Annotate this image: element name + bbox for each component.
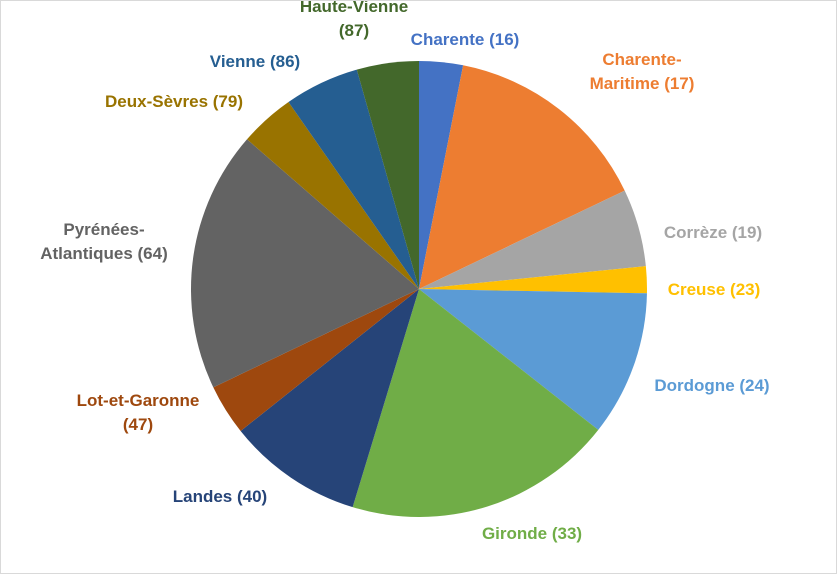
slice-label-line: Lot-et-Garonne bbox=[77, 391, 200, 410]
pie-slice bbox=[352, 289, 599, 517]
slice-labels: Charente (16) Charente- Maritime (17) Corrè… bbox=[40, 1, 769, 543]
slice-data-label: Lot-et-Garonne (47) bbox=[77, 391, 200, 434]
slice-data-label: Haute-Vienne (87) bbox=[300, 1, 408, 40]
slice-data-label: Charente- Maritime (17) bbox=[590, 50, 695, 93]
slice-label-line: Haute-Vienne bbox=[300, 1, 408, 16]
slice-label-line: (47) bbox=[123, 415, 153, 434]
slice-label-line: Deux-Sèvres (79) bbox=[105, 92, 243, 111]
pie-slice bbox=[419, 289, 647, 430]
slice-label-line: Creuse (23) bbox=[668, 280, 761, 299]
pie-slice bbox=[356, 61, 419, 289]
pie-slice bbox=[419, 190, 646, 289]
pie-slice bbox=[419, 266, 648, 294]
pie-slice bbox=[419, 65, 625, 289]
slice-data-label: Gironde (33) bbox=[482, 524, 582, 543]
pie-slice bbox=[240, 289, 419, 508]
slice-label-line: Atlantiques (64) bbox=[40, 244, 168, 263]
pie-slice bbox=[190, 139, 419, 388]
slice-data-label: Pyrénées- Atlantiques (64) bbox=[40, 220, 168, 263]
pie-slice bbox=[213, 289, 419, 431]
pie-slices bbox=[190, 61, 648, 517]
slice-data-label: Vienne (86) bbox=[210, 52, 300, 71]
pie-slice bbox=[419, 61, 464, 289]
slice-label-line: Charente- bbox=[602, 50, 681, 69]
slice-data-label: Corrèze (19) bbox=[664, 223, 762, 242]
slice-label-line: Dordogne (24) bbox=[654, 376, 769, 395]
slice-label-line: Pyrénées- bbox=[63, 220, 144, 239]
slice-data-label: Deux-Sèvres (79) bbox=[105, 92, 243, 111]
slice-label-line: Corrèze (19) bbox=[664, 223, 762, 242]
pie-slice bbox=[247, 102, 419, 289]
slice-label-line: Vienne (86) bbox=[210, 52, 300, 71]
slice-label-line: Charente (16) bbox=[411, 30, 520, 49]
slice-label-line: Landes (40) bbox=[173, 487, 267, 506]
slice-label-line: Gironde (33) bbox=[482, 524, 582, 543]
slice-data-label: Charente (16) bbox=[411, 30, 520, 49]
slice-data-label: Dordogne (24) bbox=[654, 376, 769, 395]
slice-data-label: Creuse (23) bbox=[668, 280, 761, 299]
pie-slice bbox=[288, 69, 419, 289]
slice-data-label: Landes (40) bbox=[173, 487, 267, 506]
slice-label-line: (87) bbox=[339, 21, 369, 40]
slice-label-line: Maritime (17) bbox=[590, 74, 695, 93]
